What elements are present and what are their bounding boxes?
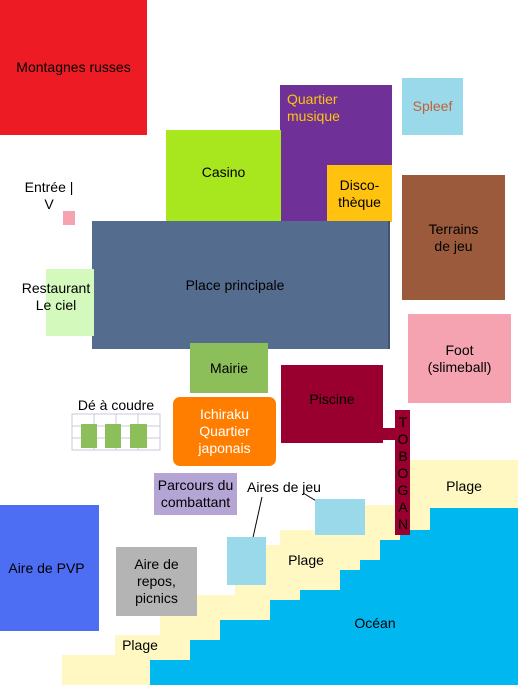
zone-aire-de-jeu-1 bbox=[227, 537, 266, 585]
thimble-block-3 bbox=[130, 424, 147, 448]
zone-terrains-de-jeu: Terrains de jeu bbox=[402, 175, 505, 300]
zone-montagnes-russes: Montagnes russes bbox=[0, 0, 147, 135]
ocean-area bbox=[150, 508, 518, 685]
entree-marker bbox=[63, 211, 75, 225]
label-parcours: Parcours du combattant bbox=[157, 477, 234, 510]
label-quartier-musique: Quartier musique bbox=[287, 91, 340, 124]
label-place-principale: Place principale bbox=[185, 276, 285, 293]
label-foot: Foot (slimeball) bbox=[427, 341, 492, 375]
zone-piscine: Piscine bbox=[281, 365, 383, 443]
label-plage-1: Plage bbox=[446, 478, 482, 494]
label-montagnes-russes: Montagnes russes bbox=[16, 59, 131, 75]
label-ocean: Océan bbox=[354, 615, 396, 631]
label-entree: Entrée | V bbox=[24, 179, 74, 212]
zone-aire-de-repos: Aire de repos, picnics bbox=[116, 547, 197, 616]
zone-aire-de-pvp: Aire de PVP bbox=[0, 505, 99, 631]
label-casino: Casino bbox=[201, 163, 246, 180]
zone-place-principale: Place principale bbox=[92, 221, 390, 349]
zone-mairie: Mairie bbox=[190, 343, 268, 393]
label-plage-3: Plage bbox=[122, 637, 158, 653]
label-spleef: Spleef bbox=[412, 98, 453, 114]
label-discotheque: Disco- thèque bbox=[338, 176, 381, 210]
zone-toboggan bbox=[395, 410, 410, 535]
label-aire-de-repos: Aire de repos, picnics bbox=[134, 556, 179, 606]
label-terrains-de-jeu: Terrains de jeu bbox=[428, 220, 479, 254]
zone-restaurant-le-ciel bbox=[46, 269, 94, 336]
zone-ichiraku: Ichiraku Quartier japonais bbox=[173, 397, 276, 466]
label-piscine: Piscine bbox=[309, 390, 355, 407]
zone-aire-de-jeu-2 bbox=[315, 499, 365, 535]
label-plage-2: Plage bbox=[288, 552, 324, 568]
piscine-connector bbox=[381, 428, 395, 440]
zone-foot: Foot (slimeball) bbox=[408, 314, 511, 403]
thimble-block-1 bbox=[81, 424, 97, 448]
label-mairie: Mairie bbox=[209, 359, 249, 376]
zone-discotheque: Disco- thèque bbox=[327, 165, 392, 222]
thimble-block-2 bbox=[105, 424, 121, 448]
label-de-a-coudre: Dé à coudre bbox=[77, 397, 155, 413]
zone-casino: Casino bbox=[166, 130, 281, 222]
zone-spleef: Spleef bbox=[402, 78, 463, 135]
zone-parcours: Parcours du combattant bbox=[154, 473, 237, 515]
label-toboggan: TOBOGAN bbox=[395, 414, 411, 533]
label-aires-de-jeu: Aires de jeu bbox=[247, 479, 321, 495]
label-ichiraku: Ichiraku Quartier japonais bbox=[198, 406, 251, 456]
label-aire-de-pvp: Aire de PVP bbox=[8, 559, 85, 576]
label-restaurant-le-ciel: Restaurant Le ciel bbox=[21, 280, 91, 313]
